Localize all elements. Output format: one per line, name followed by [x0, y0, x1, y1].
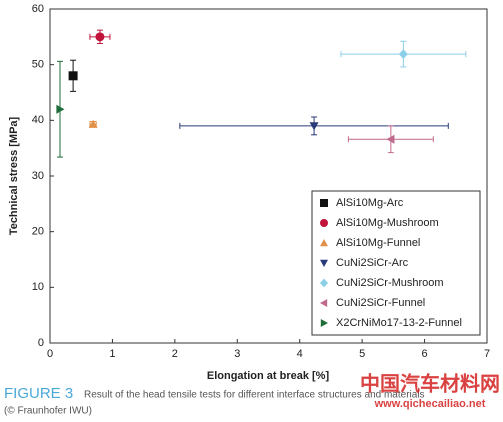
y-tick-label: 40 — [32, 114, 44, 126]
watermark-url: www.qichecailiao.net — [374, 398, 486, 410]
legend-marker — [320, 278, 328, 288]
x-tick-label: 2 — [172, 348, 178, 360]
marker — [95, 32, 105, 42]
y-tick-label: 60 — [32, 3, 44, 15]
y-tick-label: 30 — [32, 170, 44, 182]
legend-label: AlSi10Mg-Mushroom — [336, 217, 439, 229]
marker — [386, 134, 395, 144]
x-axis-label: Elongation at break [%] — [207, 370, 330, 382]
marker — [68, 71, 78, 81]
marker — [309, 122, 319, 131]
x-tick-label: 6 — [422, 348, 428, 360]
marker — [56, 104, 65, 114]
legend-label: AlSi10Mg-Funnel — [336, 237, 420, 249]
y-tick-label: 20 — [32, 226, 44, 238]
legend-box — [311, 190, 481, 336]
legend-label: CuNi2SiCr-Arc — [336, 257, 409, 269]
x-tick-label: 4 — [297, 348, 303, 360]
legend-marker — [320, 319, 328, 327]
legend-label: CuNi2SiCr-Funnel — [336, 297, 425, 309]
legend-marker — [320, 219, 328, 227]
caption-credit: (© Fraunhofer IWU) — [4, 406, 92, 417]
x-tick-label: 5 — [359, 348, 365, 360]
x-tick-label: 3 — [234, 348, 240, 360]
legend-label: CuNi2SiCr-Mushroom — [336, 277, 444, 289]
caption-text: Result of the head tensile tests for dif… — [84, 390, 425, 401]
marker — [398, 49, 408, 60]
y-tick-label: 0 — [38, 337, 44, 349]
legend-marker — [320, 239, 328, 247]
marker — [88, 119, 98, 128]
legend-marker — [320, 299, 328, 307]
x-tick-label: 1 — [109, 348, 115, 360]
legend-marker — [320, 259, 328, 267]
watermark-title: 中国汽车材料网 — [360, 371, 500, 395]
x-tick-label: 0 — [47, 348, 53, 360]
legend-label: AlSi10Mg-Arc — [336, 197, 404, 209]
legend-marker — [320, 199, 328, 207]
legend-label: X2CrNiMo17-13-2-Funnel — [336, 317, 462, 329]
x-tick-label: 7 — [484, 348, 490, 360]
y-tick-label: 10 — [32, 281, 44, 293]
y-axis-label: Technical stress [MPa] — [8, 116, 20, 235]
y-tick-label: 50 — [32, 59, 44, 71]
caption-label: FIGURE 3 — [4, 385, 73, 402]
